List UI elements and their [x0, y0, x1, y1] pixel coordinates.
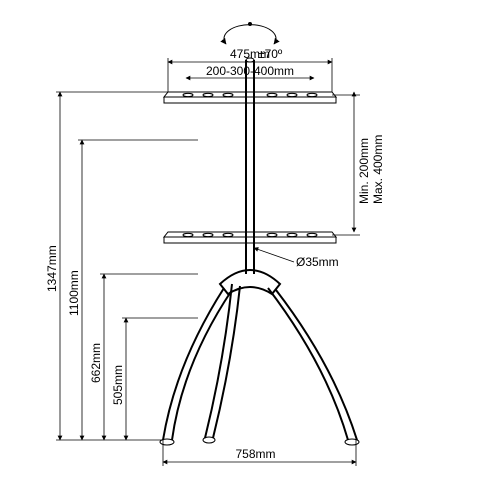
label-base-width: 758mm	[235, 447, 275, 461]
label-top-width: 475mm	[230, 47, 270, 61]
label-dim-505: 505mm	[111, 365, 125, 405]
label-dia: Ø35mm	[296, 255, 339, 269]
mount-slot	[307, 93, 317, 96]
leg-right	[268, 288, 348, 440]
mount-slot	[223, 233, 233, 236]
mount-slot	[223, 93, 233, 96]
label-max-h: Max. 400mm	[371, 135, 385, 204]
label-dim-1347: 1347mm	[45, 245, 59, 292]
label-min-h: Min. 200mm	[357, 138, 371, 204]
label-hole-set: 200-300-400mm	[206, 64, 294, 78]
mount-slot	[183, 233, 193, 236]
swivel-arc	[224, 25, 276, 44]
mount-slot	[183, 93, 193, 96]
mount-slot	[267, 233, 277, 236]
mount-slot	[307, 233, 317, 236]
leader-dia	[254, 248, 294, 262]
mount-slot	[287, 93, 297, 96]
mount-slot	[203, 233, 213, 236]
mount-slot	[203, 93, 213, 96]
swivel-pivot	[248, 22, 252, 26]
label-dim-1100: 1100mm	[67, 270, 81, 316]
mount-slot	[287, 233, 297, 236]
label-dim-662: 662mm	[89, 343, 103, 383]
foot	[345, 439, 359, 445]
mount-slot	[267, 93, 277, 96]
